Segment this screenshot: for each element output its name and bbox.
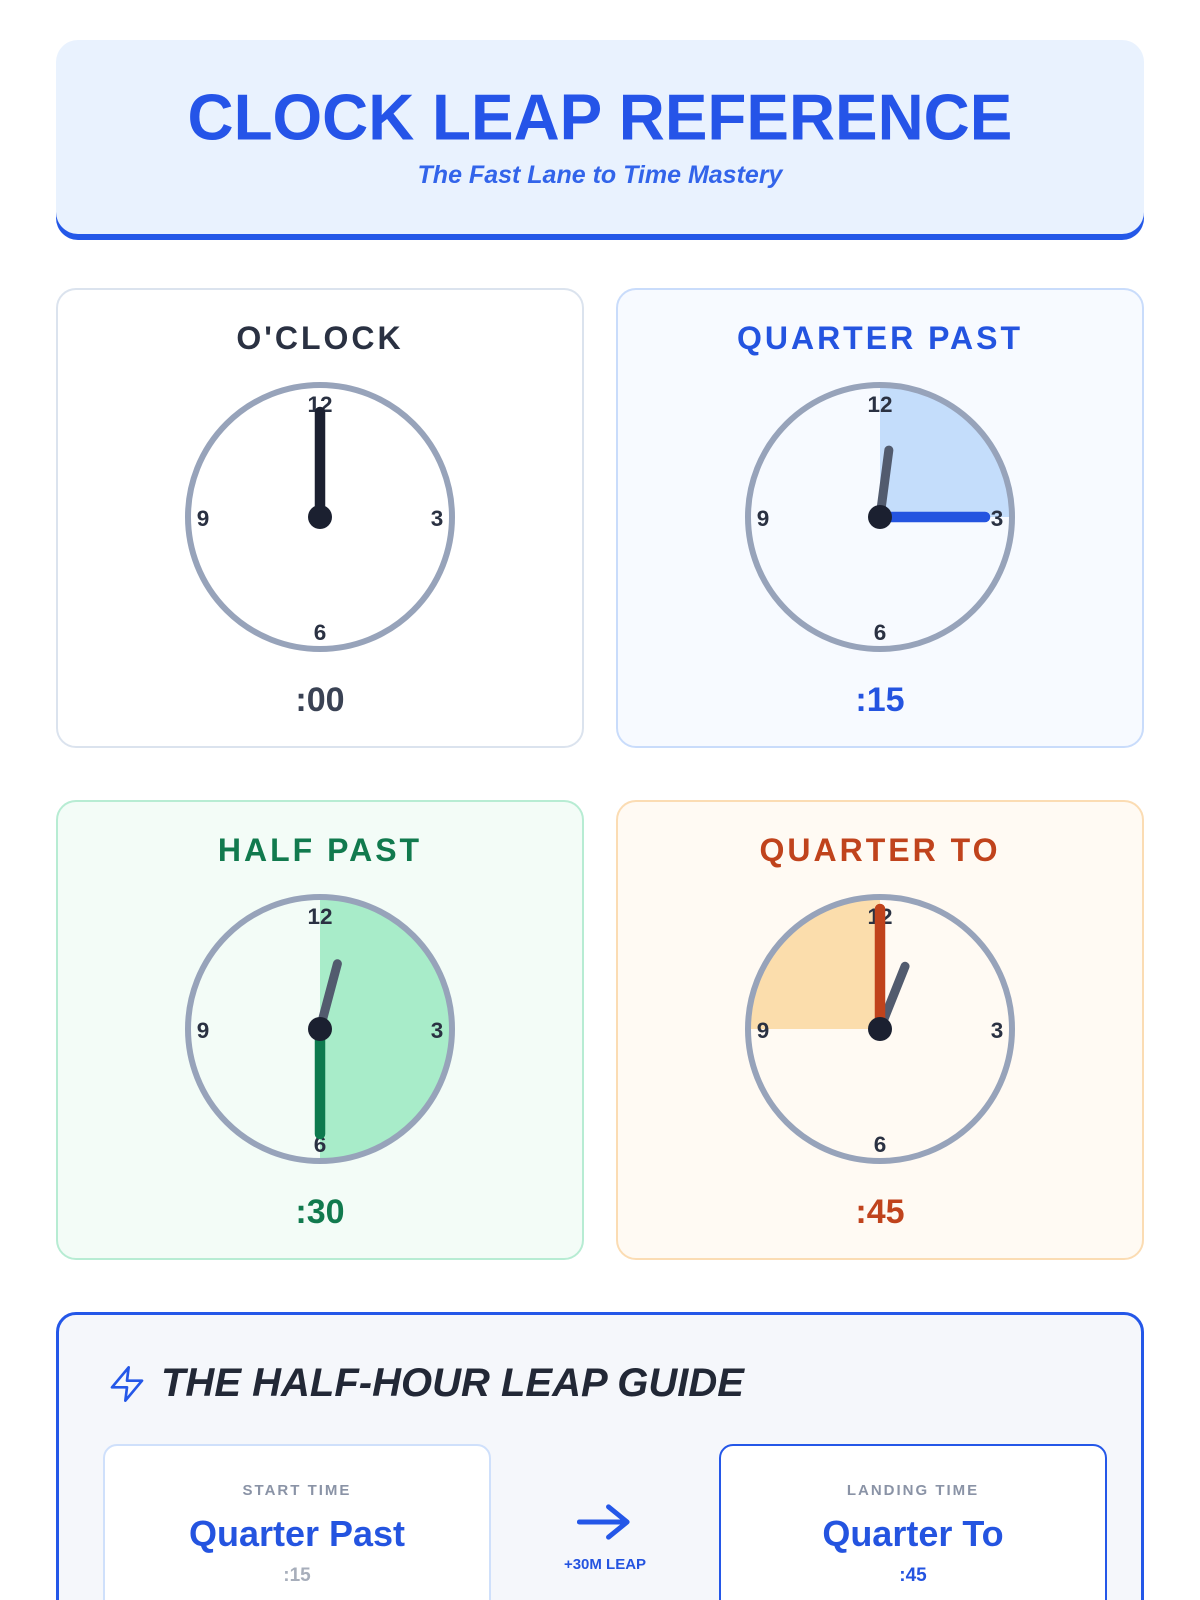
svg-text:3: 3 [991,506,1004,531]
svg-text:9: 9 [197,1018,210,1043]
svg-text:9: 9 [197,506,210,531]
svg-text:9: 9 [757,1018,770,1043]
svg-text:3: 3 [431,506,444,531]
svg-text:12: 12 [307,904,332,929]
svg-text:6: 6 [314,620,327,645]
svg-text:6: 6 [874,1132,887,1157]
svg-text:9: 9 [757,506,770,531]
svg-text:12: 12 [867,392,892,417]
svg-text:3: 3 [991,1018,1004,1043]
svg-text:3: 3 [431,1018,444,1043]
svg-text:6: 6 [874,620,887,645]
